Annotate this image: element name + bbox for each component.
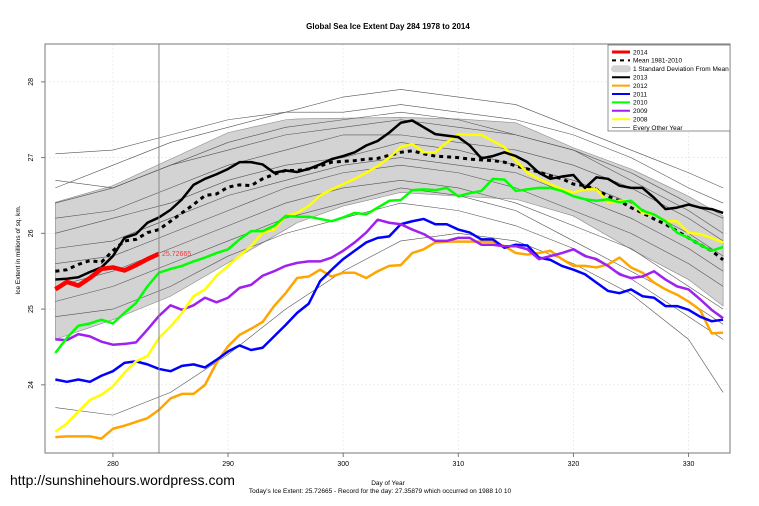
legend-label: 2009 [633,108,648,115]
y-tick-label: 24 [28,381,35,389]
legend-label: 2012 [633,83,648,90]
other-year-line [55,187,724,325]
legend-label: 2011 [633,91,647,98]
legend-swatch [611,65,631,73]
watermark-url: http://sunshinehours.wordpress.com [10,472,235,488]
other-year-line [55,104,724,204]
y-tick-label: 28 [28,78,35,86]
other-year-line [55,157,724,272]
legend-label: 1 Standard Deviation From Mean [633,66,729,73]
y-axis-label: Ice Extent in millions of sq. km. [15,205,22,294]
legend-box [607,44,731,132]
y-tick-label: 26 [28,229,35,237]
std-band [55,117,724,340]
y-tick-label: 25 [28,305,35,313]
other-year-line [55,233,724,416]
legend-label: 2014 [633,49,648,56]
other-year-line [55,142,724,257]
other-year-line [55,164,724,287]
x-tick-label: 310 [452,461,464,468]
legend-label: 2010 [633,100,648,107]
axes: 25.72665 280 290 300 310 320 330 24 25 26 27 28 [28,43,731,468]
legend-label: Mean 1981-2010 [633,58,683,65]
x-tick-label: 330 [683,461,695,468]
series-line-mean-1981-2010 [55,149,725,273]
series-line-2009 [55,218,724,346]
legend-label: 2008 [633,117,648,124]
x-tick-label: 290 [222,461,234,468]
series-line-2010 [54,177,724,354]
other-year-line [55,180,724,310]
x-tick-label: 300 [337,461,349,468]
x-tick-label: 280 [107,461,119,468]
series-line-2011 [55,217,724,384]
x-axis-label: Day of Year [371,480,405,487]
other-year-line [55,111,724,234]
y-tick-label: 27 [28,154,35,162]
other-year-line [55,89,724,189]
series-line-2013 [55,119,724,281]
chart-title: Global Sea Ice Extent Day 284 1978 to 20… [306,22,470,31]
plot-frame [44,43,731,454]
legend-label: 2013 [633,75,648,82]
series-line-2008 [54,132,724,433]
chart-subtitle: Today's Ice Extent: 25.72665 - Record fo… [249,488,512,495]
x-tick-label: 320 [568,461,580,468]
legend-label: Every Other Year [633,125,683,132]
series-line-2014 [54,251,160,292]
series-line-2012 [55,240,724,440]
current-value-label: 25.72665 [162,251,191,258]
series-lines [54,119,725,440]
std-deviation-band [55,117,724,340]
